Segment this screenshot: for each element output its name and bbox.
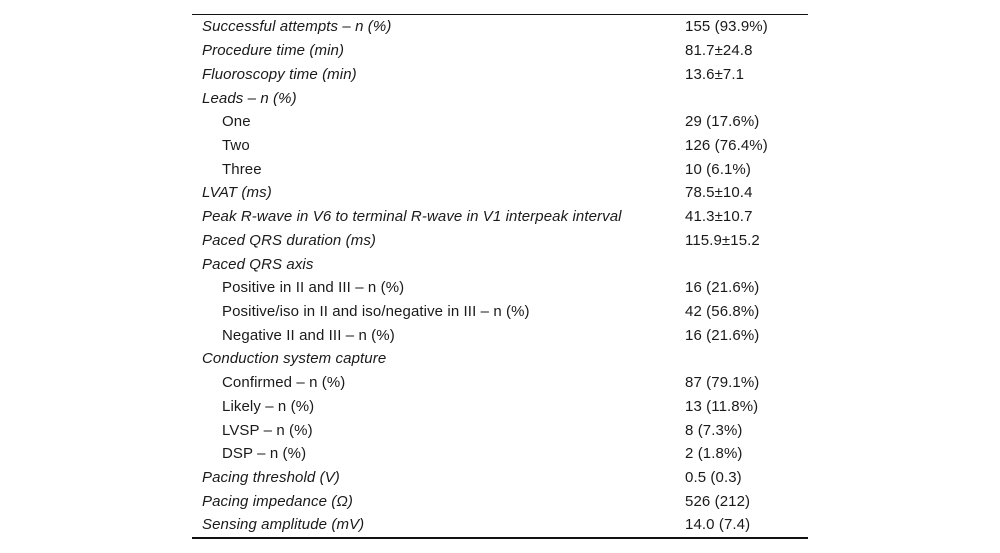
row-label: Three	[222, 160, 262, 178]
row-label: LVSP – n (%)	[222, 421, 313, 439]
row-value: 2 (1.8%)	[685, 445, 743, 463]
row-label: Peak R-wave in V6 to terminal R-wave in …	[202, 208, 622, 226]
table-row: Positive/iso in II and iso/negative in I…	[192, 300, 808, 324]
table-row: LVAT (ms) 78.5±10.4	[192, 181, 808, 205]
row-value: 41.3±10.7	[685, 208, 753, 226]
table-row: Paced QRS axis	[192, 252, 808, 276]
row-value: 42 (56.8%)	[685, 302, 760, 320]
row-label: Fluoroscopy time (min)	[202, 65, 357, 83]
row-label: Paced QRS duration (ms)	[202, 231, 377, 249]
row-label: Pacing threshold (V)	[202, 469, 340, 487]
row-value: 14.0 (7.4)	[685, 516, 751, 534]
row-value: 16 (21.6%)	[685, 326, 760, 344]
row-value: 87 (79.1%)	[685, 374, 760, 392]
row-label: Successful attempts – n (%)	[202, 18, 392, 36]
table-row: Sensing amplitude (mV) 14.0 (7.4)	[192, 513, 808, 537]
row-label: Paced QRS axis	[202, 255, 314, 273]
row-label: One	[222, 113, 251, 131]
row-label: Confirmed – n (%)	[222, 374, 346, 392]
row-label: Procedure time (min)	[202, 42, 345, 60]
table-row: Three 10 (6.1%)	[192, 157, 808, 181]
table-row: Conduction system capture	[192, 347, 808, 371]
table-row: Successful attempts – n (%) 155 (93.9%)	[192, 15, 808, 39]
row-label: Positive/iso in II and iso/negative in I…	[222, 302, 530, 320]
row-value: 8 (7.3%)	[685, 421, 743, 439]
table-row: Fluoroscopy time (min) 13.6±7.1	[192, 62, 808, 86]
row-value: 29 (17.6%)	[685, 113, 760, 131]
row-value: 81.7±24.8	[685, 42, 753, 60]
table-row: Pacing threshold (V) 0.5 (0.3)	[192, 466, 808, 490]
row-label: Likely – n (%)	[222, 397, 315, 415]
table-row: Paced QRS duration (ms) 115.9±15.2	[192, 228, 808, 252]
row-label: Conduction system capture	[202, 350, 387, 368]
row-value: 526 (212)	[685, 492, 751, 510]
row-value: 78.5±10.4	[685, 184, 753, 202]
row-label: Positive in II and III – n (%)	[222, 279, 405, 297]
row-label: Negative II and III – n (%)	[222, 326, 395, 344]
row-value: 13 (11.8%)	[685, 397, 759, 415]
table-row: Negative II and III – n (%) 16 (21.6%)	[192, 323, 808, 347]
row-label: Pacing impedance (Ω)	[202, 492, 353, 510]
row-value: 155 (93.9%)	[685, 18, 768, 36]
table-row: Confirmed – n (%) 87 (79.1%)	[192, 371, 808, 395]
table-row: Leads – n (%)	[192, 86, 808, 110]
table-row: Positive in II and III – n (%) 16 (21.6%)	[192, 276, 808, 300]
row-label: LVAT (ms)	[202, 184, 272, 202]
table-row: One 29 (17.6%)	[192, 110, 808, 134]
row-label: Two	[222, 136, 250, 154]
row-value: 13.6±7.1	[685, 65, 745, 83]
row-value: 16 (21.6%)	[685, 279, 760, 297]
table-row: Procedure time (min) 81.7±24.8	[192, 39, 808, 63]
row-value: 126 (76.4%)	[685, 136, 768, 154]
table-row: DSP – n (%) 2 (1.8%)	[192, 442, 808, 466]
table-row: Likely – n (%) 13 (11.8%)	[192, 395, 808, 419]
row-value: 0.5 (0.3)	[685, 469, 742, 487]
table-row: Pacing impedance (Ω) 526 (212)	[192, 489, 808, 513]
table-row: Peak R-wave in V6 to terminal R-wave in …	[192, 205, 808, 229]
row-label: DSP – n (%)	[222, 445, 307, 463]
row-label: Leads – n (%)	[202, 89, 297, 107]
table-row: LVSP – n (%) 8 (7.3%)	[192, 418, 808, 442]
row-value: 10 (6.1%)	[685, 160, 751, 178]
row-label: Sensing amplitude (mV)	[202, 516, 365, 534]
table-row: Two 126 (76.4%)	[192, 134, 808, 158]
results-table: Successful attempts – n (%) 155 (93.9%) Pr…	[192, 14, 808, 539]
row-value: 115.9±15.2	[685, 231, 760, 249]
